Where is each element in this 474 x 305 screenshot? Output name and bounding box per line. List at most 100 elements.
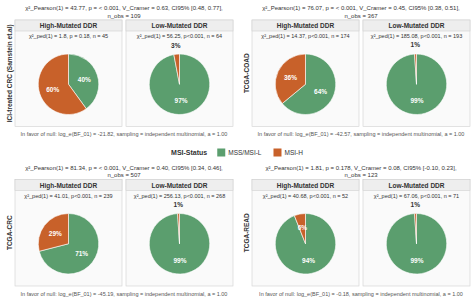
pie-labels: 64% 36% [284, 74, 327, 95]
pie-slice [149, 54, 210, 115]
pie-labels: 99%1% [174, 201, 187, 264]
subpanel-title: High-Mutated DDR [277, 182, 335, 190]
subpanel-frame [126, 20, 233, 127]
pie-slice [415, 213, 417, 243]
subpanel-title-bar [15, 180, 122, 191]
subpanel-frame [252, 180, 359, 287]
subpanel-title: Low-Mutated DDR [389, 22, 445, 29]
legend-swatch [273, 149, 281, 157]
pie [38, 214, 99, 275]
pie-slice [178, 213, 180, 243]
text-line: χ²_Pearson(1) = 43.77, p = < 0.001, V_Cr… [25, 5, 223, 11]
pie-labels: 97% 3% [171, 42, 188, 105]
subpanel-frame [363, 180, 470, 287]
subpanel: Low-Mutated DDR χ²_ped(1) = 67.06, p<0.00… [363, 180, 470, 287]
pie-labels: 71%29% [49, 230, 89, 257]
pie-slice [275, 214, 336, 275]
subpanel-title-bar [252, 20, 359, 31]
data-label: 36% [284, 74, 297, 81]
pie-slice [38, 54, 86, 115]
panel-stat: χ²_Pearson(1) = 81.34, p = < 0.001, V_Cr… [25, 165, 223, 178]
panel-note: In favor of null: log_e(BF_01) = -45.19,… [21, 291, 228, 297]
subpanel: High-Mutated DDR χ²_ped(1) = 14.37, p<0.0… [252, 20, 359, 127]
subpanel-stat: χ²_ped(1) = 56.25, p<0.001, n = 64 [137, 33, 222, 39]
data-label: 71% [75, 250, 88, 257]
subpanel-title-bar [126, 180, 233, 191]
subpanel-title-bar [363, 180, 470, 191]
pie [149, 54, 210, 115]
data-label: 60% [46, 86, 59, 93]
pie-slice [386, 54, 446, 115]
data-label: 1% [411, 41, 421, 48]
data-label: 97% [175, 97, 188, 104]
data-label: 3% [171, 42, 181, 49]
panel-stat: χ²_Pearson(1) = 1.81, p = 0.178, V_Crame… [265, 165, 456, 178]
subpanel-stat: χ²_ped(1) = 40.68, p<0.001, n = 52 [263, 193, 348, 199]
subpanel-stat: χ²_ped(1) = 41.01, p<0.001, n = 239 [24, 193, 112, 199]
subpanel-stat: χ²_ped(1) = 67.06, p<0.001, n = 71 [374, 193, 459, 199]
subpanel-title: High-Mutated DDR [40, 182, 98, 190]
pie [38, 54, 98, 115]
subpanel-title-bar [126, 20, 233, 31]
subpanel-frame [252, 20, 359, 127]
data-label: 6% [298, 224, 308, 231]
panel-note: In favor of null: log_e(BF_01) = -42.57,… [258, 131, 465, 137]
row-label: TCGA-CRC [6, 215, 13, 250]
data-label: 64% [314, 88, 327, 95]
subpanel-frame [363, 20, 470, 127]
pie-slice [174, 54, 180, 84]
pie-labels: 99% 1% [411, 41, 424, 104]
subpanel-stat: χ²_ped(1) = 185.08, p<0.001, n = 193 [371, 33, 462, 39]
legend-entry: MSS/MSI-L [228, 149, 262, 156]
panel: χ²_Pearson(1) = 1.81, p = 0.178, V_Crame… [243, 165, 470, 297]
subpanel-title: High-Mutated DDR [277, 22, 335, 30]
subpanel-frame [15, 180, 122, 287]
pie-labels: 40% 60% [46, 76, 91, 93]
data-label: 40% [78, 76, 91, 83]
text-line: n_obs = 507 [107, 172, 141, 178]
pie-slice [38, 214, 68, 252]
subpanel-frame [15, 20, 122, 127]
subpanel-frame [126, 180, 233, 287]
legend-swatch [217, 149, 225, 157]
panel-note: In favor of null: log_e(BF_01) = -0.18, … [259, 291, 463, 297]
subpanel-stat: χ²_ped(1) = 14.37, p<0.001, n = 174 [261, 33, 349, 39]
pie-slice [275, 54, 305, 104]
subpanel: High-Mutated DDR χ²_ped(1) = 41.01, p<0.0… [15, 180, 122, 287]
pie [386, 213, 447, 274]
row-label: ICI-treated CRC (Samstein et.al) [6, 24, 14, 122]
subpanel: High-Mutated DDR χ²_ped(1) = 40.68, p<0.0… [252, 180, 359, 287]
pie-labels: 94%6% [298, 224, 316, 264]
pie [275, 54, 336, 115]
subpanel: Low-Mutated DDR χ²_ped(1) = 185.08, p<0.0… [363, 20, 470, 127]
pie [149, 213, 210, 274]
text-line: n_obs = 367 [344, 13, 378, 19]
panel-stat: χ²_Pearson(1) = 76.07, p = < 0.001, V_Cr… [262, 5, 460, 18]
subpanel: Low-Mutated DDRχ²_ped(1) = 56.25, p<0.00… [126, 20, 233, 127]
subpanel-title-bar [252, 180, 359, 191]
row-label: TCGA-COAD [243, 53, 250, 93]
row-label: TCGA-READ [243, 213, 250, 252]
subpanel: High-Mutated DDRχ²_ped(1) = 1.8, p = 0.1… [15, 20, 122, 127]
pie [386, 54, 446, 115]
legend-title: MSI-Status [171, 149, 207, 156]
text-line: χ²_Pearson(1) = 76.07, p = < 0.001, V_Cr… [262, 5, 460, 11]
pie-labels: 99% 1% [411, 201, 424, 264]
subpanel-title: Low-Mutated DDR [389, 182, 445, 189]
panel: χ²_Pearson(1) = 81.34, p = < 0.001, V_Cr… [6, 165, 233, 297]
legend: MSI-StatusMSS/MSI-LMSI-H [171, 149, 303, 157]
background [0, 0, 474, 305]
text-line: n_obs = 123 [344, 172, 378, 178]
pie [275, 213, 336, 274]
subpanel-title-bar [363, 20, 470, 31]
pie-slice [386, 214, 447, 275]
pie-slice [39, 214, 99, 275]
pie-slice [149, 214, 210, 275]
data-label: 1% [411, 201, 421, 208]
subpanel-title: Low-Mutated DDR [152, 182, 208, 189]
panel-stat: χ²_Pearson(1) = 43.77, p = < 0.001, V_Cr… [25, 5, 223, 18]
panel-note: In favor of null: log_e(BF_01) = -21.82,… [21, 131, 228, 137]
data-label: 99% [411, 97, 424, 104]
panel: χ²_Pearson(1) = 43.77, p = < 0.001, V_Cr… [6, 5, 233, 137]
data-label: 99% [411, 257, 424, 264]
